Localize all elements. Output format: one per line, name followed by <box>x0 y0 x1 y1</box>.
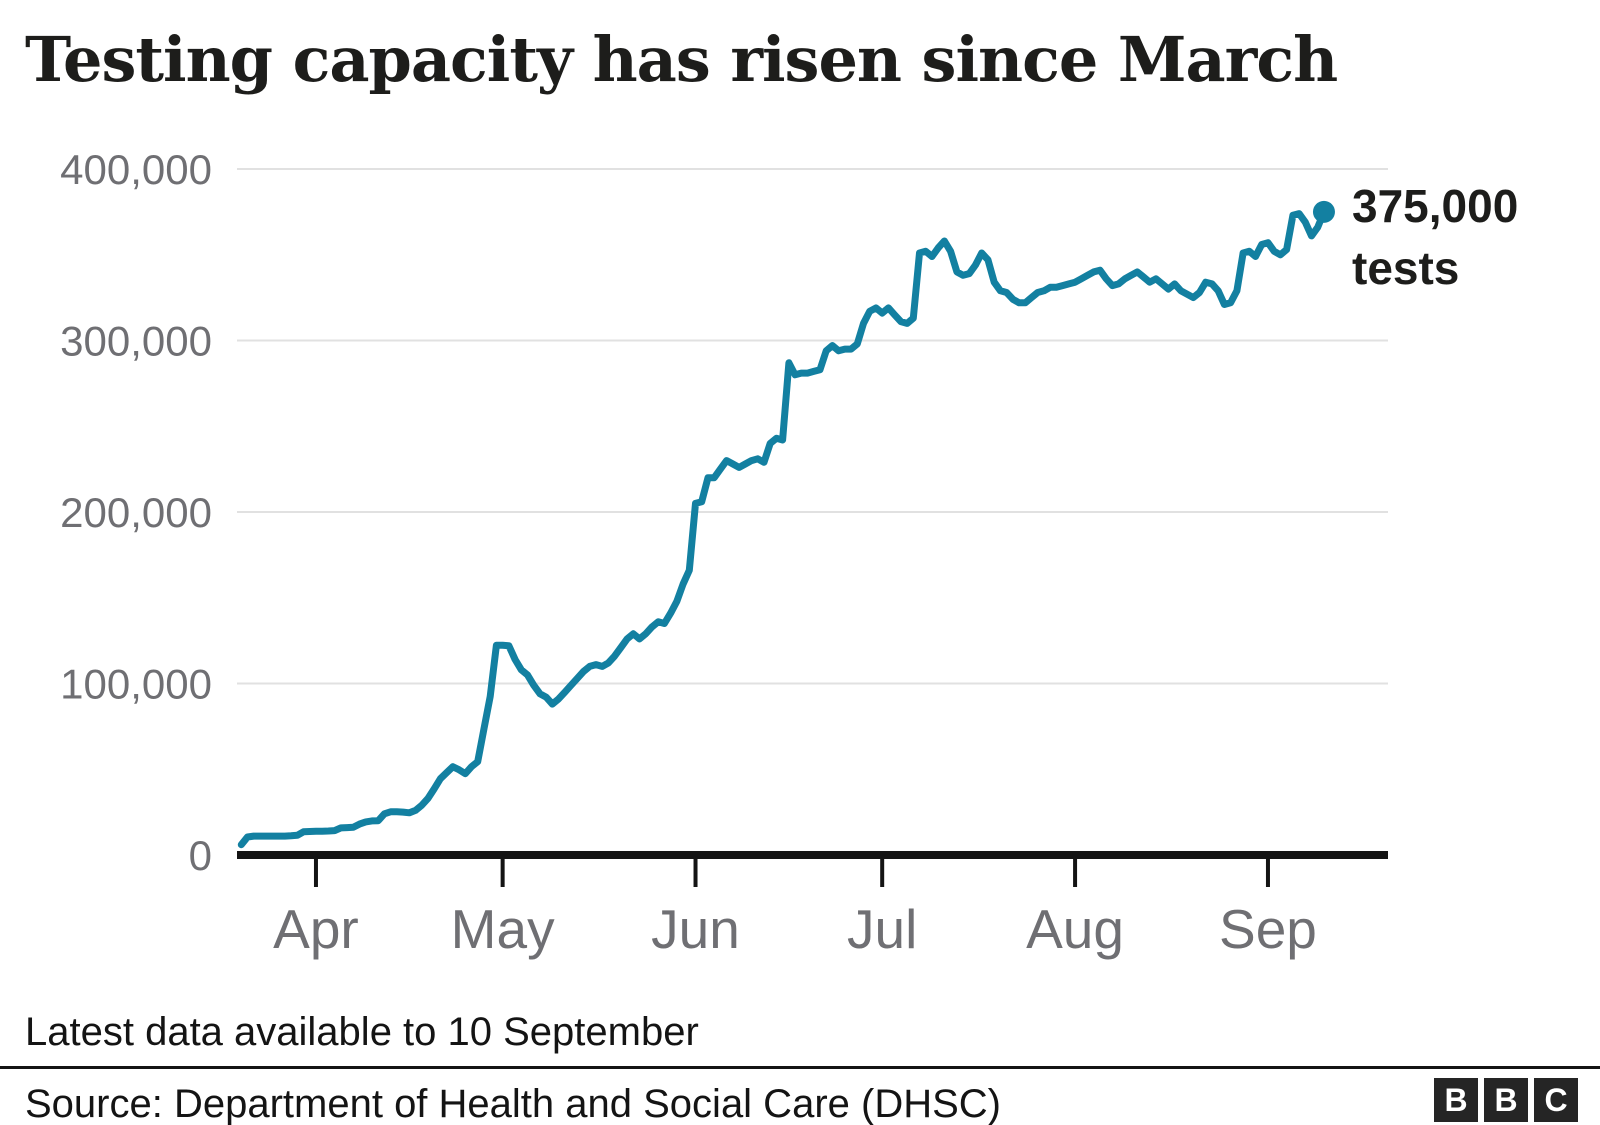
y-tick-label: 100,000 <box>60 661 212 708</box>
y-tick-label: 200,000 <box>60 489 212 536</box>
y-tick-label: 400,000 <box>60 146 212 193</box>
bbc-logo-block: B <box>1434 1078 1478 1122</box>
x-tick-label: Apr <box>273 898 359 960</box>
x-tick-label: Aug <box>1026 898 1124 960</box>
series-line <box>237 200 1335 849</box>
gridlines <box>237 168 1388 685</box>
x-tick-label: May <box>451 898 555 960</box>
y-tick-label: 300,000 <box>60 318 212 365</box>
data-availability-note: Latest data available to 10 September <box>25 1010 699 1054</box>
bbc-logo: B B C <box>1434 1078 1578 1122</box>
annotation-unit: tests <box>1352 242 1459 294</box>
capacity-line <box>237 208 1328 849</box>
x-tick-label: Jun <box>651 898 740 960</box>
bbc-logo-block: C <box>1534 1078 1578 1122</box>
chart-title: Testing capacity has risen since March <box>25 23 1338 96</box>
footer-divider <box>0 1066 1600 1069</box>
source-text: Source: Department of Health and Social … <box>25 1082 1001 1125</box>
y-tick-label: 0 <box>189 832 212 879</box>
x-tick-label: Sep <box>1219 898 1317 960</box>
testing-capacity-line-chart: 0 100,000 200,000 300,000 400,000 Apr May Jun J… <box>60 146 1518 960</box>
annotation-value: 375,000 <box>1352 180 1518 232</box>
y-axis-labels: 0 100,000 200,000 300,000 400,000 <box>60 146 212 879</box>
x-axis: Apr May Jun Jul Aug Sep <box>237 851 1388 960</box>
footer-row: Source: Department of Health and Social … <box>0 1078 1600 1125</box>
bbc-logo-block: B <box>1484 1078 1528 1122</box>
x-tick-label: Jul <box>847 898 917 960</box>
end-point-dot <box>1312 200 1335 223</box>
